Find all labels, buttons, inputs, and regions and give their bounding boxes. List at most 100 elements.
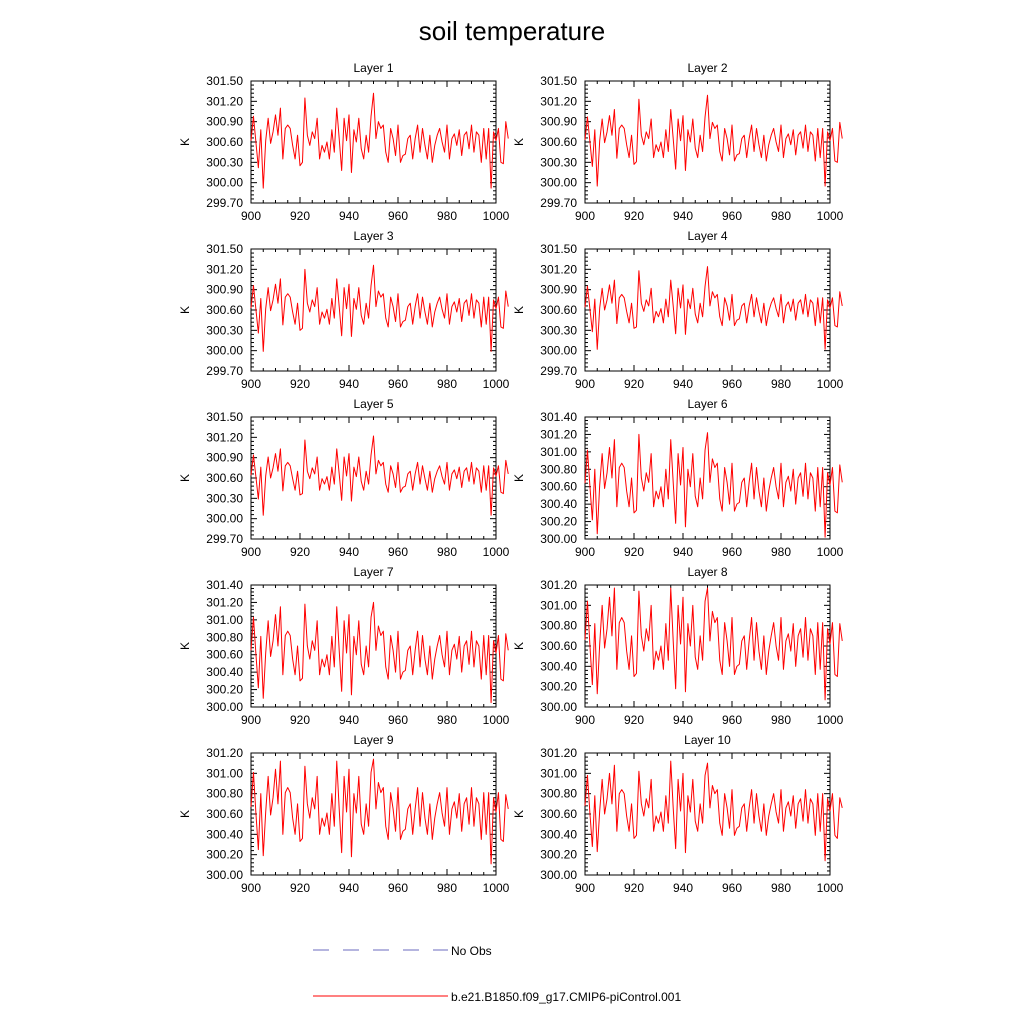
- x-tick-label: 980: [771, 209, 791, 223]
- x-tick-label: 960: [722, 209, 742, 223]
- series-line-layer-1: [250, 92, 509, 189]
- x-tick-label: 980: [771, 881, 791, 895]
- series-line-layer-8: [584, 587, 843, 701]
- x-tick-label: 1000: [483, 209, 510, 223]
- y-tick-label: 299.70: [206, 532, 243, 546]
- x-tick-label: 900: [241, 209, 261, 223]
- y-axis-label-layer-6: K: [512, 474, 526, 482]
- legend-label-control-run: b.e21.B1850.f09_g17.CMIP6-piControl.001: [451, 990, 681, 1004]
- y-tick-label: 300.00: [206, 700, 243, 714]
- y-tick-label: 301.20: [540, 578, 577, 592]
- y-tick-label: 301.20: [206, 430, 243, 444]
- x-tick-label: 940: [673, 377, 693, 391]
- x-tick-label: 980: [437, 209, 457, 223]
- y-tick-label: 301.20: [540, 94, 577, 108]
- y-tick-label: 301.50: [206, 74, 243, 88]
- x-tick-label: 920: [290, 881, 310, 895]
- y-tick-label: 301.20: [206, 262, 243, 276]
- y-tick-label: 300.60: [206, 471, 243, 485]
- x-tick-label: 1000: [483, 377, 510, 391]
- panel-title-layer-3: Layer 3: [353, 229, 393, 243]
- y-tick-label: 300.30: [206, 491, 243, 505]
- panel-title-layer-2: Layer 2: [687, 61, 727, 75]
- x-tick-label: 940: [339, 377, 359, 391]
- x-tick-label: 1000: [483, 881, 510, 895]
- y-tick-label: 301.20: [206, 746, 243, 760]
- y-tick-label: 300.00: [206, 176, 243, 190]
- x-tick-label: 920: [290, 713, 310, 727]
- y-tick-label: 300.20: [206, 848, 243, 862]
- x-tick-label: 940: [339, 881, 359, 895]
- y-tick-label: 300.00: [540, 868, 577, 882]
- x-tick-label: 900: [575, 881, 595, 895]
- x-tick-label: 980: [771, 377, 791, 391]
- y-tick-label: 301.50: [540, 74, 577, 88]
- y-tick-label: 300.90: [540, 283, 577, 297]
- series-line-layer-10: [584, 760, 843, 862]
- x-tick-label: 900: [241, 377, 261, 391]
- y-tick-label: 301.20: [540, 427, 577, 441]
- y-tick-label: 301.00: [206, 766, 243, 780]
- x-tick-label: 900: [241, 713, 261, 727]
- y-tick-label: 300.60: [540, 480, 577, 494]
- panel-layer-4: Layer 4 900 920 940 960 980 1000 299.70 300.00 30…: [512, 229, 844, 391]
- x-tick-label: 940: [673, 209, 693, 223]
- x-tick-label: 1000: [817, 377, 844, 391]
- panel-layer-9: Layer 9 900 920 940 960 980 1000 300.00 300.20 30…: [178, 733, 510, 895]
- y-tick-label: 301.00: [540, 766, 577, 780]
- panel-title-layer-6: Layer 6: [687, 397, 727, 411]
- x-tick-label: 960: [388, 209, 408, 223]
- x-tick-label: 960: [388, 377, 408, 391]
- y-tick-label: 301.00: [540, 598, 577, 612]
- x-tick-label: 940: [673, 713, 693, 727]
- y-axis-label-layer-3: K: [178, 306, 192, 314]
- panel-layer-6: Layer 6 900 920 940 960 980 1000 300.00 300.20 30…: [512, 397, 844, 559]
- y-tick-label: 301.50: [206, 410, 243, 424]
- series-line-layer-4: [584, 266, 843, 350]
- series-line-layer-5: [250, 435, 509, 516]
- y-tick-label: 300.80: [206, 630, 243, 644]
- y-tick-label: 301.20: [206, 595, 243, 609]
- panel-layer-1: Layer 1 900 920 940 960 980 1000 299.70 300.00 30…: [178, 61, 510, 223]
- x-tick-label: 920: [624, 545, 644, 559]
- y-tick-label: 300.60: [206, 807, 243, 821]
- y-axis-label-layer-5: K: [178, 474, 192, 482]
- x-tick-label: 960: [388, 881, 408, 895]
- panel-title-layer-5: Layer 5: [353, 397, 393, 411]
- y-tick-label: 301.50: [206, 242, 243, 256]
- x-tick-label: 900: [241, 545, 261, 559]
- y-tick-label: 301.40: [540, 410, 577, 424]
- x-tick-label: 960: [388, 545, 408, 559]
- y-tick-label: 300.80: [540, 462, 577, 476]
- x-tick-label: 1000: [483, 713, 510, 727]
- y-axis-label-layer-10: K: [512, 810, 526, 818]
- y-tick-label: 300.60: [540, 807, 577, 821]
- y-axis-label-layer-4: K: [512, 306, 526, 314]
- panel-layer-7: Layer 7 900 920 940 960 980 1000 300.00 300.20 30…: [178, 565, 510, 727]
- y-tick-label: 300.40: [540, 497, 577, 511]
- y-axis-label-layer-9: K: [178, 810, 192, 818]
- panel-layer-2: Layer 2 900 920 940 960 980 1000 299.70 300.00 30…: [512, 61, 844, 223]
- y-tick-label: 300.60: [206, 648, 243, 662]
- y-tick-label: 301.40: [206, 578, 243, 592]
- y-tick-label: 301.20: [540, 746, 577, 760]
- panel-layer-10: Layer 10 900 920 940 960 980 1000 300.00 300.20 3…: [512, 733, 844, 895]
- x-tick-label: 940: [339, 209, 359, 223]
- y-tick-label: 300.80: [540, 787, 577, 801]
- x-tick-label: 980: [771, 545, 791, 559]
- y-tick-label: 300.40: [206, 665, 243, 679]
- y-tick-label: 300.30: [206, 323, 243, 337]
- y-tick-label: 299.70: [540, 364, 577, 378]
- plot-frame-layer-8: [584, 584, 831, 708]
- x-tick-label: 980: [437, 713, 457, 727]
- series-line-layer-3: [250, 264, 509, 352]
- x-tick-label: 920: [624, 209, 644, 223]
- y-axis-label-layer-1: K: [178, 138, 192, 146]
- y-tick-label: 300.00: [206, 868, 243, 882]
- x-tick-label: 960: [722, 713, 742, 727]
- x-tick-label: 920: [624, 881, 644, 895]
- y-tick-label: 300.60: [540, 135, 577, 149]
- y-tick-label: 300.40: [540, 659, 577, 673]
- y-tick-label: 300.20: [206, 683, 243, 697]
